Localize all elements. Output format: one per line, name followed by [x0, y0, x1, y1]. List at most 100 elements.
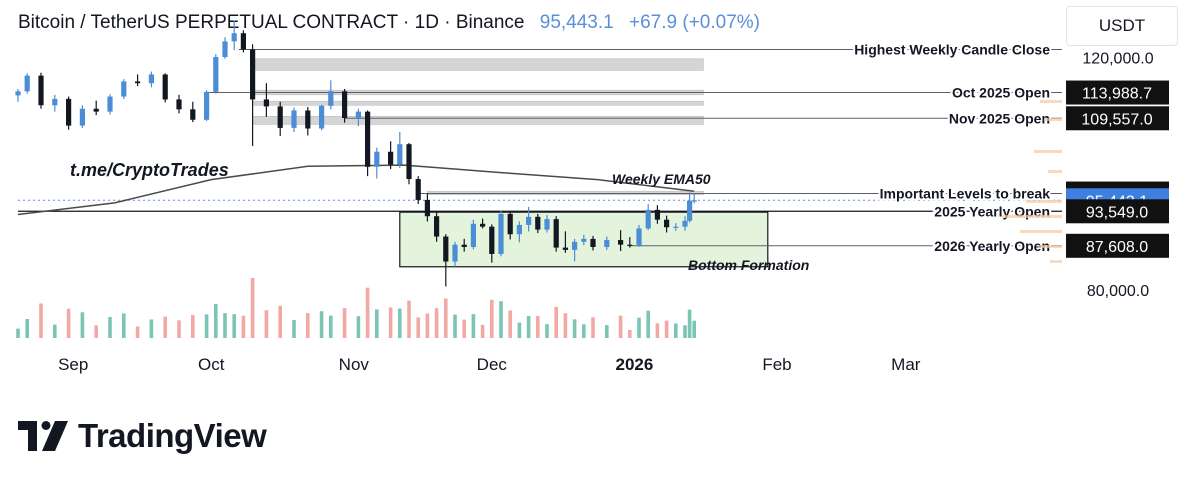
price-badge — [1066, 80, 1169, 105]
volume-bar — [241, 315, 246, 338]
volume-bar — [292, 320, 296, 338]
volume-bar — [508, 310, 512, 338]
candle — [535, 216, 541, 230]
volume-bar — [687, 309, 692, 338]
volume-bar — [692, 320, 696, 338]
price-chart[interactable]: t.me/CryptoTrades Weekly EMA50 Bottom Form… — [0, 0, 1200, 400]
volume-bar — [149, 319, 154, 338]
candle — [277, 106, 283, 128]
volume-bar — [319, 311, 324, 338]
volume-bar — [191, 315, 195, 338]
volume-bar — [545, 324, 549, 338]
volume-bar — [434, 308, 439, 338]
candle — [38, 75, 44, 106]
weekly-ema50 — [17, 164, 695, 216]
volume-bar — [416, 317, 420, 338]
volume-bar — [628, 330, 632, 338]
volume-bar — [66, 308, 71, 338]
resistance-zone — [252, 58, 704, 71]
candle — [507, 213, 513, 235]
annotation-label: Nov 2025 Open — [949, 110, 1050, 126]
candle — [424, 199, 430, 217]
currency-button[interactable]: USDT — [1066, 6, 1178, 46]
candle — [204, 91, 210, 120]
watermark-text: t.me/CryptoTrades — [70, 160, 229, 180]
candle — [664, 219, 670, 228]
candle — [406, 144, 412, 180]
volume-bar — [683, 325, 687, 338]
volume-bar — [425, 313, 430, 338]
volume-bar — [655, 323, 660, 338]
bottom-formation-label: Bottom Formation — [688, 257, 809, 273]
candle — [443, 236, 449, 262]
candle — [687, 200, 693, 221]
candle — [627, 244, 633, 246]
candle — [572, 241, 578, 250]
volume-bar — [108, 317, 112, 338]
volume-bar — [122, 313, 126, 338]
volume-bar — [605, 325, 609, 338]
candle — [516, 224, 522, 235]
symbol-title: Bitcoin / TetherUS PERPETUAL CONTRACT · … — [18, 12, 525, 33]
candle — [691, 200, 697, 202]
candle — [636, 228, 642, 246]
candle — [604, 240, 610, 248]
resistance-zone — [252, 100, 704, 106]
time-axis-label: Nov — [339, 355, 370, 374]
candle — [581, 238, 587, 242]
time-axis-label: Mar — [891, 355, 921, 374]
volume-profile-bar — [1048, 170, 1062, 173]
volume-bar — [517, 322, 522, 338]
candle — [176, 99, 182, 110]
volume-bar — [25, 319, 29, 338]
volume-bar — [582, 324, 586, 338]
volume-bar — [664, 320, 669, 338]
candle — [93, 108, 99, 112]
price-change: +67.9 (+0.07%) — [629, 12, 760, 33]
volume-bar — [407, 300, 411, 338]
volume-bar — [554, 306, 558, 338]
candle — [590, 238, 596, 248]
volume-bar — [53, 324, 57, 338]
annotation-label: Oct 2025 Open — [952, 85, 1050, 101]
candle — [544, 219, 550, 230]
candle — [135, 81, 141, 84]
volume-bar — [214, 303, 218, 338]
candles — [15, 20, 697, 287]
weekly-ema50-line — [17, 164, 695, 216]
volume-bar — [278, 305, 282, 338]
volume-bar — [135, 326, 140, 338]
volume-profile-bar — [1002, 215, 1062, 218]
candle — [15, 91, 21, 96]
price-axis[interactable]: 120,000.080,000.0113,988.7109,557.096,60… — [1002, 51, 1169, 300]
volume-bar — [490, 299, 494, 338]
volume-bar — [342, 308, 347, 338]
candle — [328, 91, 334, 106]
candle — [470, 223, 476, 248]
ema-label: Weekly EMA50 — [612, 171, 711, 187]
price-badge — [1066, 199, 1169, 224]
price-axis-label: 80,000.0 — [1087, 283, 1149, 300]
annotation-label: Highest Weekly Candle Close — [854, 41, 1050, 57]
price-badge-value: 113,988.7 — [1082, 86, 1152, 103]
volume-bar — [204, 314, 209, 338]
candle — [263, 99, 269, 107]
volume-profile-bar — [1038, 245, 1062, 248]
volume-bar — [563, 313, 568, 338]
candle — [654, 209, 660, 220]
tradingview-logo-icon — [18, 421, 68, 451]
volume-bar — [388, 307, 393, 338]
volume-bar — [471, 314, 476, 338]
candle — [365, 111, 371, 167]
candle — [526, 216, 532, 225]
candle — [355, 111, 361, 119]
time-axis-label: Feb — [762, 355, 791, 374]
time-axis[interactable]: Sep Oct Nov Dec 2026 Feb Mar — [58, 355, 921, 374]
volume-bar — [80, 312, 85, 338]
volume-bar — [94, 325, 98, 338]
price-badge — [1066, 233, 1169, 258]
volume-bar — [39, 303, 43, 338]
candle — [190, 109, 196, 120]
brand-footer[interactable]: TradingView — [18, 412, 267, 460]
